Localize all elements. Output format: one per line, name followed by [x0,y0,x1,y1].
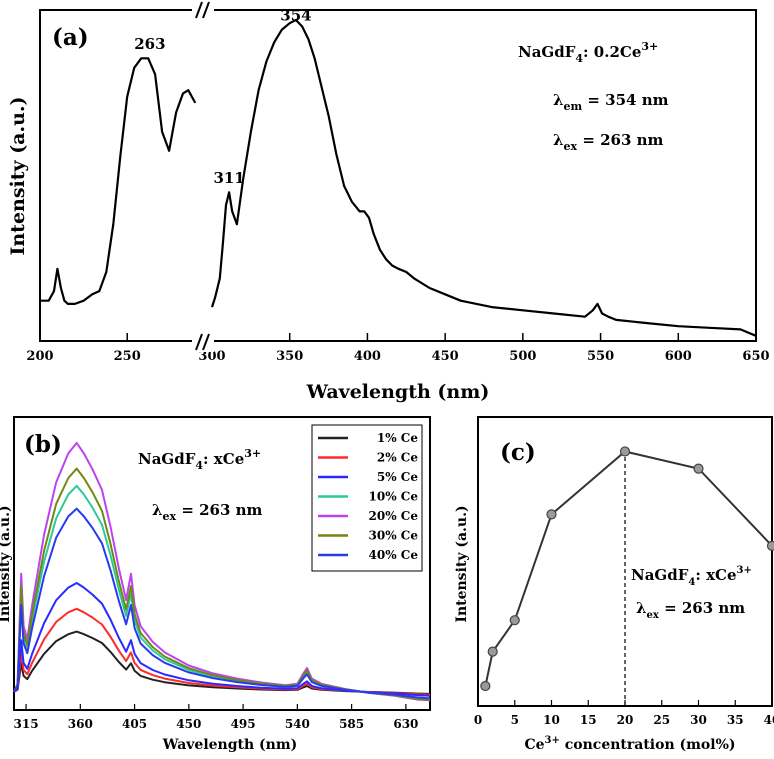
x-tick-label-540: 540 [285,717,310,731]
x-tick-label-450: 450 [432,349,459,364]
x-tick-label-20: 20 [617,713,634,727]
series-20% Ce [13,441,431,702]
x-tick-label-10: 10 [543,713,560,727]
panel-c-lambda-ex: λex = 263 nm [636,599,745,621]
panel-a-axis-break [192,0,214,352]
panel-b: 315 360 405 450 495 540 585 630 1% Ce 2% Ce 5% Ce… [0,416,431,753]
panel-c-x-ticks: 0 5 10 15 20 25 30 35 40 [474,700,774,727]
x-tick-label-500: 500 [509,349,536,364]
x-tick-label-585: 585 [339,717,364,731]
series-excitation [40,57,197,305]
peak-label-311: 311 [213,169,244,187]
panel-b-x-ticks: 315 360 405 450 495 540 585 630 [14,704,418,731]
x-tick-label-450: 450 [176,717,201,731]
x-tick-label-360: 360 [68,717,93,731]
legend-label-10% Ce: 10% Ce [369,490,419,504]
x-tick-label-5: 5 [511,713,519,727]
x-tick-label-40: 40 [764,713,774,727]
x-tick-label-405: 405 [122,717,147,731]
panel-b-lambda-ex: λex = 263 nm [152,501,263,523]
legend-label-1% Ce: 1% Ce [377,431,418,445]
data-point-30 [693,463,704,474]
panel-b-legend-box [311,424,423,572]
panel-c: 0 5 10 15 20 25 30 35 40 (c) Ce3+ concentration … [454,416,774,753]
peak-label-263: 263 [134,35,165,53]
panel-c-xlabel: Ce3+ concentration (mol%) [524,735,735,753]
x-tick-label-350: 350 [276,349,303,364]
data-point-2 [487,646,498,657]
x-tick-label-650: 650 [742,349,769,364]
series-5% Ce [13,582,431,697]
legend-label-2% Ce: 2% Ce [377,451,418,465]
legend-label-20% Ce: 20% Ce [369,509,419,523]
panel-b-series [13,441,431,702]
x-tick-label-15: 15 [580,713,597,727]
panel-c-compound: NaGdF4: xCe3+ [631,565,752,588]
panel-a-label: (a) [52,24,89,51]
x-tick-label-35: 35 [727,713,744,727]
panel-a-ylabel: Intensity (a.u.) [7,96,29,255]
panel-b-label: (b) [24,431,62,458]
x-tick-label-0: 0 [474,713,482,727]
panel-b-compound: NaGdF4: xCe3+ [138,447,261,472]
series-2% Ce [13,607,431,696]
data-point-10 [546,509,557,520]
x-tick-label-400: 400 [354,349,381,364]
legend-label-40% Ce: 40% Ce [369,548,419,562]
x-tick-label-30: 30 [690,713,707,727]
panel-a: 200 250 300 350 400 450 500 550 600 650 263 354 311… [7,0,770,403]
series-1% Ce [13,630,431,695]
x-tick-label-550: 550 [587,349,614,364]
panel-a-frame [39,9,757,342]
x-tick-label-600: 600 [665,349,692,364]
panel-a-lambda-ex: λex = 263 nm [553,131,664,153]
x-tick-label-200: 200 [26,349,53,364]
panel-a-peak-labels: 263 354 311 [134,6,311,187]
x-tick-label-315: 315 [14,717,39,731]
series-30% Ce [13,467,431,701]
legend-label-30% Ce: 30% Ce [369,529,419,543]
panel-b-xlabel: Wavelength (nm) [162,737,298,753]
x-tick-label-25: 25 [653,713,670,727]
panel-c-label: (c) [500,439,536,466]
series-emission [210,18,757,337]
panel-c-series [480,446,774,706]
data-point-1 [480,680,491,692]
series-40% Ce [13,507,431,700]
data-point-40 [766,540,774,551]
panel-a-x-ticks: 200 250 300 350 400 450 500 550 600 650 [26,333,770,364]
legend-label-5% Ce: 5% Ce [377,470,418,484]
x-tick-label-630: 630 [393,717,418,731]
panel-c-ylabel: Intensity (a.u.) [454,505,470,622]
panel-a-compound: NaGdF4: 0.2Ce3+ [518,40,658,65]
panel-a-xlabel: Wavelength (nm) [306,381,490,403]
panel-a-series [40,18,757,337]
panel-b-frame [13,416,431,711]
x-tick-label-495: 495 [231,717,256,731]
panel-b-ylabel: Intensity (a.u.) [0,505,13,622]
x-tick-label-300: 300 [198,349,225,364]
panel-a-lambda-em: λem = 354 nm [553,91,669,113]
data-point-20 [619,446,631,457]
peak-label-354: 354 [280,6,311,24]
x-tick-label-250: 250 [114,349,141,364]
data-point-5 [509,615,520,626]
panel-b-legend: 1% Ce 2% Ce 5% Ce 10% Ce 20% Ce 30% Ce 40% Ce [311,424,423,572]
